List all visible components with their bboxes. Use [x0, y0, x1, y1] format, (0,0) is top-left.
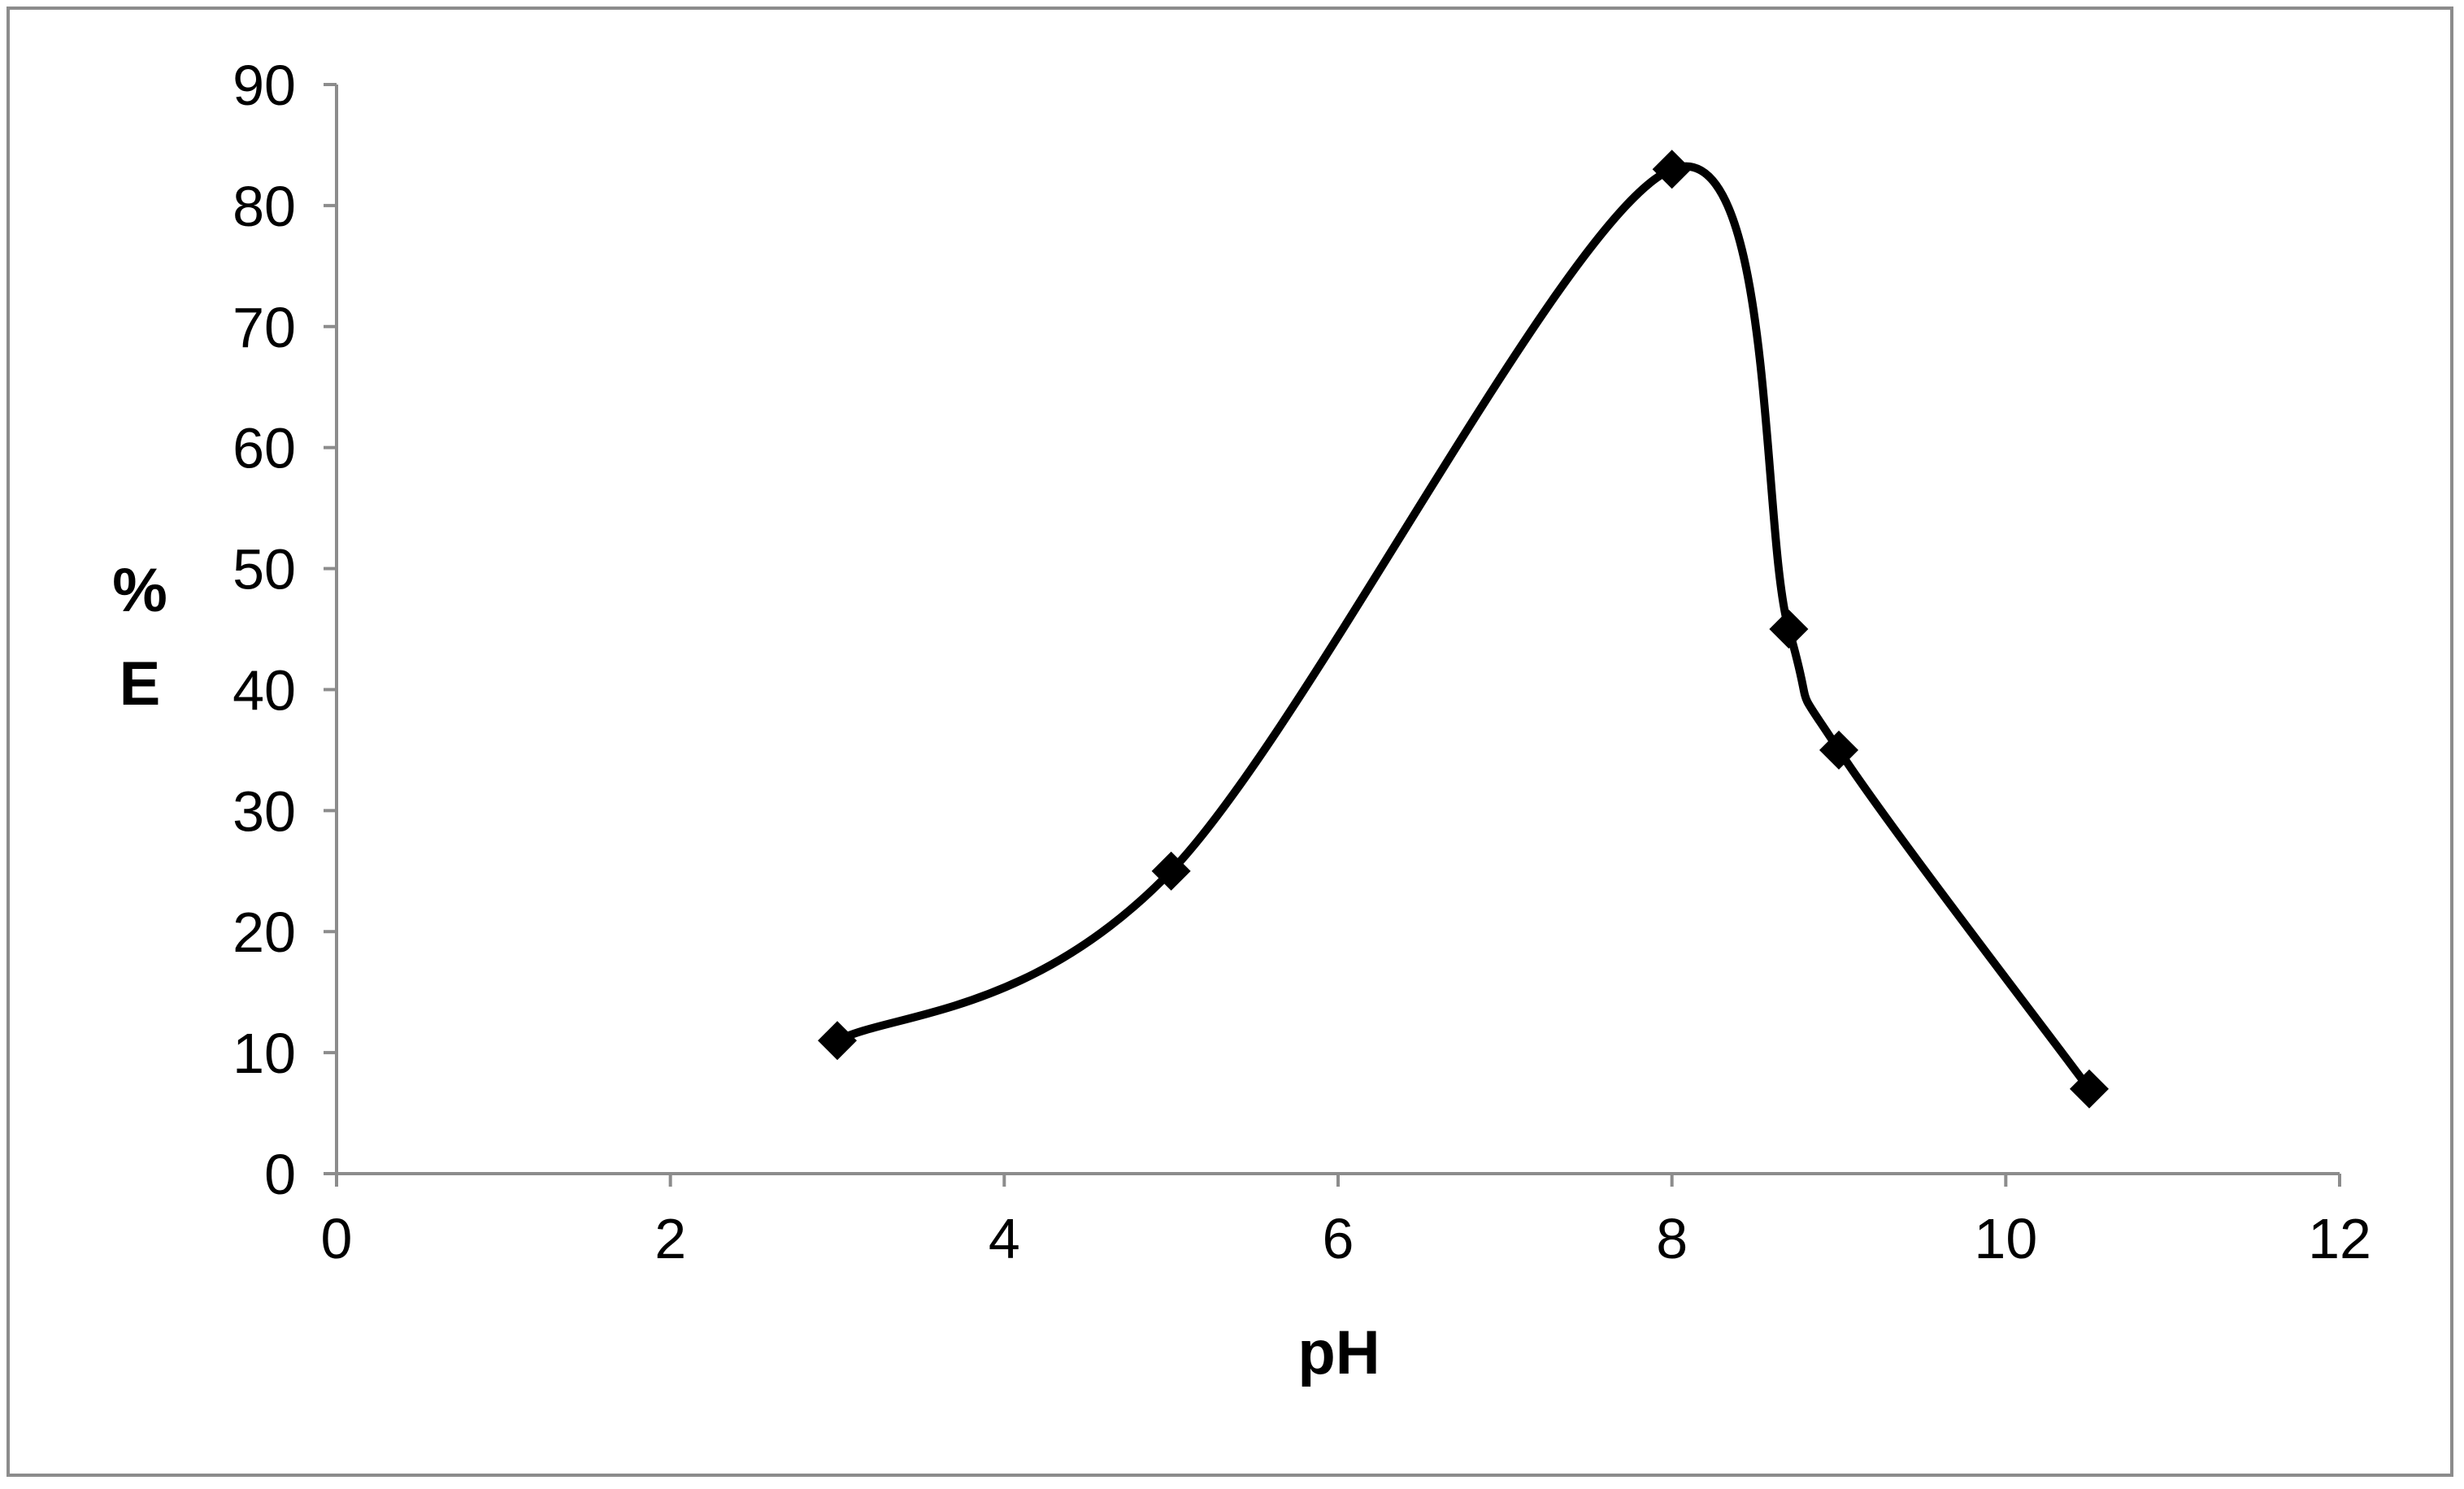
- data-point-marker: [1769, 610, 1809, 649]
- x-tick-label: 0: [321, 1207, 353, 1270]
- y-tick-label: 50: [232, 538, 296, 601]
- x-axis-label: pH: [1297, 1318, 1380, 1387]
- tick-labels: 0 2 4 6 8 10 12 0 10 20 30 40 50 60 70 80 90: [232, 54, 2371, 1270]
- y-tick-label: 40: [232, 658, 296, 722]
- y-tick-label: 10: [232, 1022, 296, 1085]
- chart-border: [7, 7, 2453, 1477]
- series-line: [833, 162, 2093, 1093]
- x-tick-label: 4: [989, 1207, 1020, 1270]
- y-tick-label: 20: [232, 901, 296, 964]
- x-tick-label: 8: [1656, 1207, 1688, 1270]
- y-tick-label: 30: [232, 779, 296, 843]
- x-tick-label: 10: [1974, 1207, 2037, 1270]
- data-point-marker: [818, 1021, 857, 1061]
- data-point-marker: [1652, 150, 1692, 189]
- y-tick-label: 80: [232, 175, 296, 238]
- y-tick-label: 70: [232, 296, 296, 359]
- y-tick-label: 60: [232, 417, 296, 480]
- data-point-marker: [1819, 730, 1858, 770]
- y-tick-label: 0: [264, 1143, 296, 1206]
- y-tick-label: 90: [232, 54, 296, 117]
- y-axis-label-line-2: E: [120, 649, 161, 718]
- y-axis-label-line-1: %: [112, 556, 167, 625]
- data-series: [818, 150, 2109, 1109]
- axes: [324, 83, 2341, 1187]
- data-point-marker: [1151, 851, 1191, 891]
- x-tick-label: 6: [1323, 1207, 1354, 1270]
- data-point-marker: [2070, 1069, 2109, 1109]
- x-tick-label: 12: [2308, 1207, 2371, 1270]
- x-tick-label: 2: [654, 1207, 686, 1270]
